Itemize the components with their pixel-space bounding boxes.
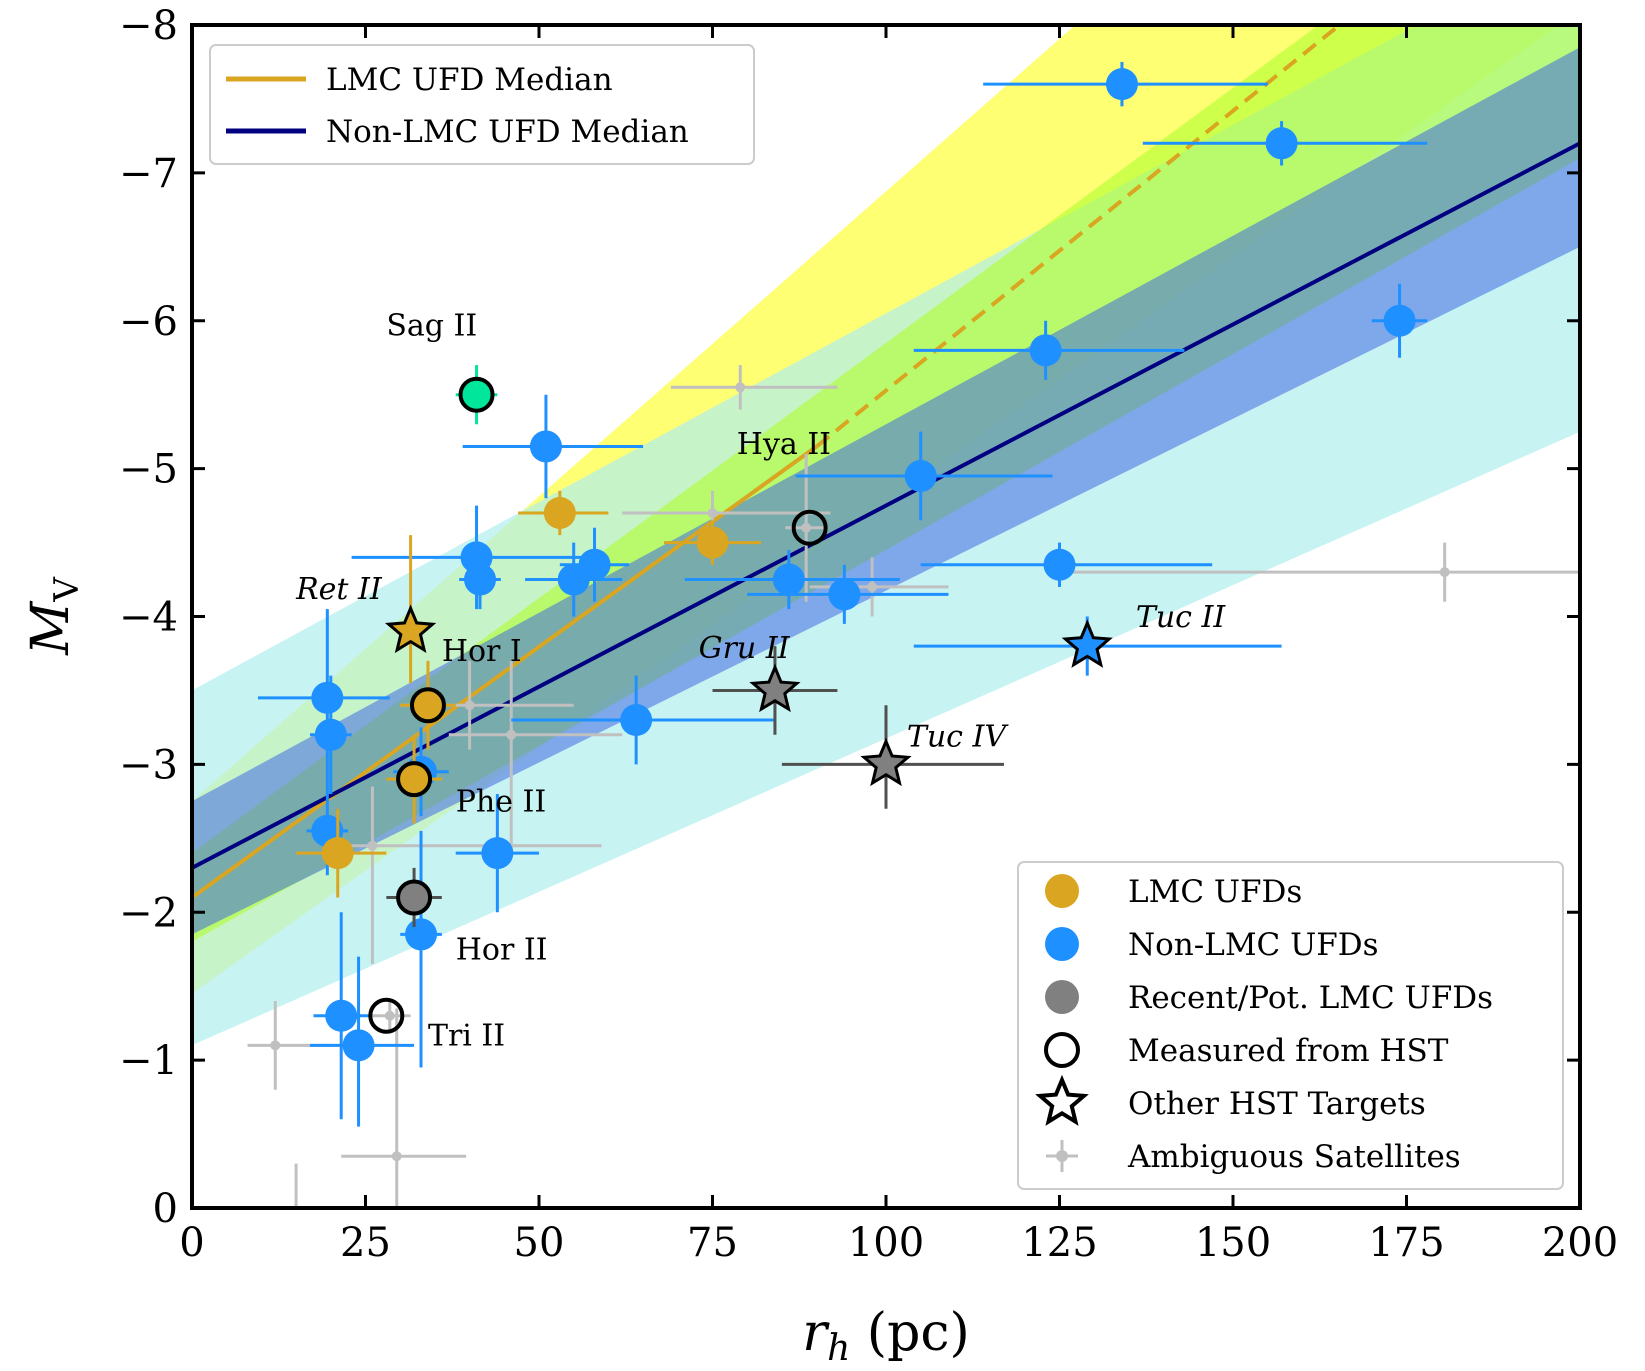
hst-target-star — [1061, 619, 1113, 668]
nonlmc-point — [578, 548, 611, 581]
x-tick-label: 150 — [1195, 1220, 1271, 1266]
y-tick-label: 0 — [153, 1186, 178, 1232]
legend-ambiguous-label: Ambiguous Satellites — [1127, 1139, 1461, 1175]
ambiguous-point — [270, 1040, 281, 1051]
legend-lmc-median-label: LMC UFD Median — [326, 62, 613, 98]
nonlmc-point — [314, 718, 347, 751]
legend-measured-hst-label: Measured from HST — [1128, 1033, 1449, 1069]
ambiguous-point — [384, 1010, 395, 1021]
legend-bottom-frame — [1017, 861, 1564, 1190]
data-points — [247, 61, 1580, 1208]
ambiguous-point — [801, 522, 812, 533]
legend-nonlmc-ufds-marker — [1045, 927, 1079, 961]
annotation-label: Sag II — [386, 309, 477, 344]
hst-target-star — [384, 604, 437, 654]
lmc-point — [321, 837, 354, 870]
y-tick-label: −4 — [119, 595, 178, 641]
x-tick-label: 125 — [1021, 1220, 1097, 1266]
nonlmc-point — [481, 837, 514, 870]
measured-hst-point — [791, 509, 828, 546]
nonlmc-point — [1265, 127, 1298, 160]
y-tick-label: −6 — [119, 299, 178, 345]
x-axis-label: rh (pc) — [802, 1303, 970, 1369]
annotation-label: Ret II — [295, 572, 383, 607]
y-axis-label: MV — [21, 576, 87, 656]
measured-hst-point — [396, 761, 433, 798]
annotation-label: Hor I — [442, 634, 522, 669]
annotation-label: Gru II — [699, 631, 791, 666]
axis-ticks: 0 25 50 75 100 125 150 175 200 0 −1 −2 −3 −4 −5 −6 −7 −8 — [119, 3, 1618, 1266]
nonlmc-point — [904, 460, 937, 493]
plot-area — [192, 25, 1580, 1208]
legend-lmc-ufds-label: LMC UFDs — [1128, 874, 1302, 910]
nonlmc-point — [1043, 548, 1076, 581]
hst-target-star — [749, 663, 801, 713]
lmc-point — [696, 526, 729, 559]
nonlmc-point — [1105, 68, 1138, 101]
measured-hst-point — [368, 997, 405, 1034]
annotation-label: Hya II — [737, 427, 831, 462]
x-tick-label: 25 — [340, 1220, 391, 1266]
ambiguous-point — [735, 382, 746, 393]
legend-other-hst-label: Other HST Targets — [1128, 1086, 1426, 1122]
legend-other-hst-marker — [1035, 1074, 1089, 1126]
legend-measured-hst-marker — [1044, 1032, 1080, 1068]
x-tick-label: 200 — [1542, 1220, 1618, 1266]
legend-recent-lmc-ufds-marker — [1045, 980, 1079, 1014]
nonlmc-point — [1029, 334, 1062, 367]
y-tick-label: −1 — [119, 1038, 178, 1084]
nonlmc-median-line — [192, 141, 1580, 870]
nonlmc-point — [620, 704, 653, 737]
nonlmc-point — [464, 563, 497, 596]
y-tick-label: −2 — [119, 890, 178, 936]
x-tick-label: 75 — [687, 1220, 738, 1266]
nonlmc-point — [1383, 304, 1416, 337]
annotation-label: Tuc II — [1136, 600, 1227, 635]
hst-target-star — [860, 737, 912, 787]
lmc-median-extrapolation — [815, 25, 1343, 449]
nonlmc-point — [529, 430, 562, 463]
measured-hst-point — [396, 879, 433, 916]
legend-nonlmc-median-label: Non-LMC UFD Median — [326, 114, 689, 150]
annotation-label: Phe II — [456, 785, 546, 820]
x-tick-label: 0 — [179, 1220, 204, 1266]
legend-nonlmc-ufds-label: Non-LMC UFDs — [1128, 927, 1379, 963]
x-tick-label: 100 — [848, 1220, 924, 1266]
x-tick-label: 50 — [514, 1220, 565, 1266]
measured-hst-point — [409, 687, 446, 724]
nonlmc-point — [342, 1029, 375, 1062]
ambiguous-point — [707, 507, 718, 518]
y-tick-label: −3 — [119, 742, 178, 788]
band-nonlmc-inner — [192, 47, 1580, 935]
ambiguous-point — [391, 1151, 402, 1162]
legend-top: LMC UFD Median Non-LMC UFD Median — [209, 44, 755, 165]
x-tick-label: 175 — [1368, 1220, 1444, 1266]
y-tick-label: −7 — [119, 151, 178, 197]
ambiguous-point — [506, 729, 517, 740]
legend-recent-lmc-ufds-label: Recent/Pot. LMC UFDs — [1128, 980, 1493, 1016]
point-annotations: Sag II Hya II Ret II Hor I Gru II Tuc II Tuc I… — [295, 309, 1226, 1054]
legend-lmc-ufds-marker — [1045, 874, 1079, 908]
nonlmc-point — [311, 681, 344, 714]
legend-top-frame — [209, 44, 755, 165]
nonlmc-point — [325, 999, 358, 1032]
annotation-label: Tuc IV — [907, 720, 1010, 755]
ambiguous-point — [867, 581, 878, 592]
annotation-label: Hor II — [456, 933, 548, 968]
nonlmc-point — [828, 578, 861, 611]
lmc-point — [543, 496, 576, 529]
ambiguous-point — [1439, 567, 1450, 578]
nonlmc-point — [772, 563, 805, 596]
ambiguous-point — [367, 840, 378, 851]
annotation-label: Tri II — [428, 1018, 505, 1053]
y-tick-label: −5 — [119, 447, 178, 493]
nonlmc-point — [405, 918, 438, 951]
ambiguous-point — [464, 700, 475, 711]
legend-ambiguous-marker — [1046, 1140, 1078, 1172]
legend-bottom: LMC UFDs Non-LMC UFDs Recent/Pot. LMC UF… — [1017, 861, 1564, 1190]
measured-hst-point — [458, 376, 495, 413]
y-tick-label: −8 — [119, 3, 178, 49]
